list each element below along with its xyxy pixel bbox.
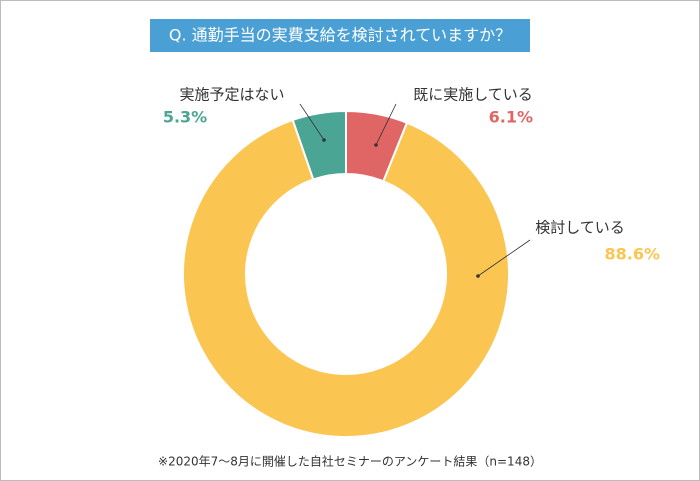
slice-label: 実施予定はない xyxy=(179,86,284,104)
value-label: 88.6% xyxy=(604,245,660,264)
value-label: 5.3% xyxy=(163,108,207,127)
leader-dot xyxy=(476,274,480,278)
slice-label: 既に実施している xyxy=(413,86,533,104)
title-box xyxy=(150,19,530,52)
donut-slice xyxy=(291,109,347,181)
chart-title: Q. 通勤手当の実費支給を検討されていますか？ xyxy=(169,26,511,45)
leader-dot xyxy=(374,143,378,147)
value-label: 6.1% xyxy=(489,108,533,127)
leader-line xyxy=(375,103,397,146)
footnote: ※2020年7〜8月に開催した自社セミナーのアンケート結果（n=148） xyxy=(158,454,542,469)
leader-dot xyxy=(322,138,326,142)
slice-label: 検討している xyxy=(535,219,625,237)
leader-line xyxy=(299,103,325,141)
donut-slice xyxy=(182,118,510,438)
leader-line xyxy=(477,239,531,277)
